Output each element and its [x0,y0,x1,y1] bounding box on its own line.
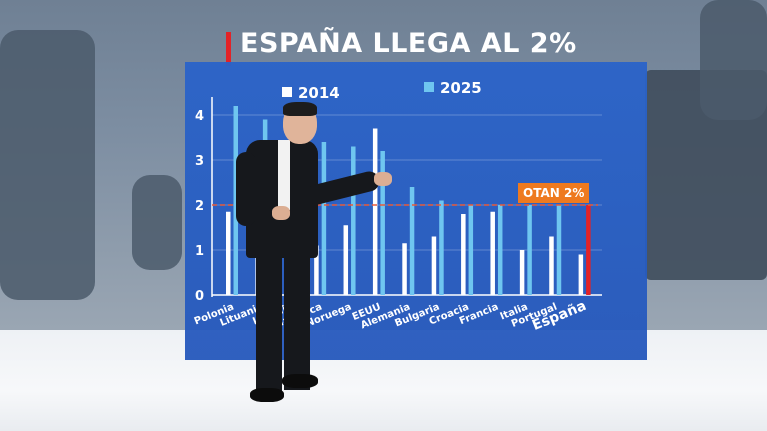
legend-2014: 2014 [282,84,340,102]
presenter-right-leg [284,250,310,390]
bar-2025-francia [497,205,503,295]
bar-2014-croacia [461,214,466,295]
presenter-hair [283,102,317,116]
x-tick-label-españa: España [530,298,589,334]
bar-2025-españa [586,205,591,295]
bar-2014-polonia [226,211,231,295]
legend-swatch-2025 [424,82,434,92]
bar-2014-noruega [343,225,349,295]
presenter-left-arm [236,152,256,226]
bar-2014-eeuu [372,128,378,295]
soldier-figure-crouching [132,175,182,270]
presenter [236,100,396,410]
presenter-left-leg [256,250,282,395]
y-tick-label-0: 0 [195,289,204,304]
y-tick-label-1: 1 [195,244,204,259]
bar-2025-portugal [556,205,562,295]
otan-reference-label: OTAN 2% [518,183,590,203]
soldier-figure-left [0,30,95,300]
presenter-right-shoe [282,374,318,388]
bar-2014-italia [519,250,525,295]
legend-2025: 2025 [424,79,482,97]
y-tick-label-2: 2 [195,199,204,214]
presenter-shirt [278,140,290,210]
legend-swatch-2014 [282,87,292,97]
bar-2025-croacia [468,205,474,295]
bar-2014-españa [578,254,584,295]
presenter-left-shoe [250,388,284,402]
bar-2025-dinamarca [321,142,327,295]
title-accent-bar [226,32,231,66]
bar-2025-alemania [409,187,415,295]
presenter-left-hand [272,206,290,220]
bar-2025-noruega [351,146,356,295]
bar-2014-dinamarca [314,245,319,295]
bar-2025-italia [527,205,532,295]
soldier-figure-right [700,0,767,120]
y-tick-label-4: 4 [195,109,204,124]
y-tick-label-3: 3 [195,154,204,169]
bar-2014-bulgaria [431,236,437,295]
bar-2014-alemania [402,243,407,295]
chart-title: ESPAÑA LLEGA AL 2% [240,28,577,59]
bar-2014-francia [490,211,495,295]
legend-label-2025: 2025 [440,79,482,97]
bar-2014-portugal [549,236,554,295]
presenter-right-hand [374,172,392,186]
bar-2025-eeuu [380,151,385,295]
legend-label-2014: 2014 [298,84,340,102]
bar-2025-bulgaria [439,200,444,295]
bar-2025-polonia [233,106,238,295]
